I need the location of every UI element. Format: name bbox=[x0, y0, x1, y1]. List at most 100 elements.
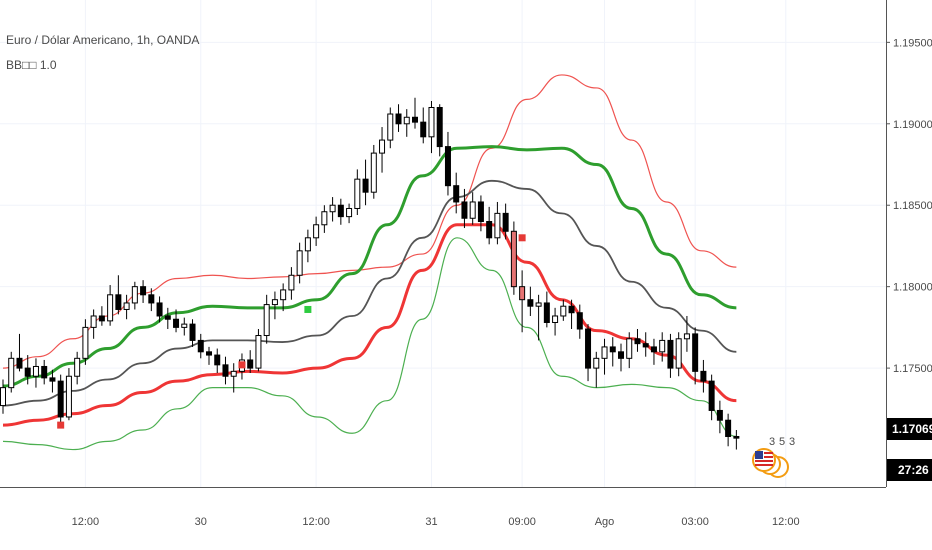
candle bbox=[428, 100, 435, 154]
candle-body bbox=[197, 339, 204, 353]
candle bbox=[700, 359, 707, 393]
candle-body bbox=[148, 294, 155, 304]
candle-body bbox=[131, 286, 138, 304]
candle-body bbox=[16, 357, 23, 369]
candle bbox=[510, 221, 517, 295]
price-axis[interactable]: 1.19500 1.19000 1.18500 1.18000 1.17500 bbox=[886, 37, 932, 375]
candle bbox=[173, 309, 180, 333]
candle-body bbox=[296, 250, 303, 276]
candle-body bbox=[420, 121, 427, 138]
economic-events[interactable]: 3 5 3 bbox=[752, 436, 795, 478]
candle-body bbox=[304, 237, 311, 252]
symbol-title[interactable]: Euro / Dólar Americano, 1h, OANDA bbox=[6, 33, 200, 47]
candle-body bbox=[90, 315, 97, 328]
candle bbox=[593, 351, 600, 388]
candle bbox=[164, 307, 171, 330]
candle bbox=[98, 306, 105, 326]
price-tick-label: 1.19000 bbox=[893, 119, 932, 131]
candle bbox=[716, 400, 723, 434]
candle bbox=[65, 368, 72, 421]
candle-body bbox=[428, 106, 435, 138]
candle-body bbox=[189, 323, 196, 341]
candle bbox=[288, 267, 295, 300]
candle-body bbox=[609, 346, 616, 353]
us-flag-icon[interactable] bbox=[752, 448, 789, 478]
candle-body bbox=[247, 359, 254, 369]
candle-body bbox=[65, 375, 72, 418]
time-axis[interactable]: 12:00 30 12:00 31 09:00 Ago 03:00 12:00 bbox=[72, 516, 800, 528]
candle-body bbox=[576, 312, 583, 330]
candle bbox=[379, 127, 386, 173]
candle bbox=[255, 329, 262, 372]
candle bbox=[148, 288, 155, 312]
candle-body bbox=[354, 178, 361, 209]
candle bbox=[634, 329, 641, 352]
candle bbox=[568, 299, 575, 330]
candle bbox=[321, 205, 328, 233]
event-count-3: 3 bbox=[789, 436, 795, 448]
candle-body bbox=[650, 346, 657, 353]
chart-legend[interactable]: Euro / Dólar Americano, 1h, OANDA BB□□ 1… bbox=[6, 28, 199, 78]
candle-body bbox=[403, 116, 410, 125]
candle bbox=[477, 195, 484, 232]
candle bbox=[247, 350, 254, 373]
signal-marker bbox=[238, 361, 246, 369]
candle bbox=[725, 413, 732, 447]
candle bbox=[362, 159, 369, 206]
candle bbox=[444, 131, 451, 196]
candle-body bbox=[173, 318, 180, 328]
candle-body bbox=[659, 339, 666, 353]
candle-body bbox=[486, 221, 493, 239]
candle-body bbox=[519, 286, 526, 301]
candle bbox=[683, 315, 690, 352]
candle bbox=[296, 242, 303, 284]
candle-body bbox=[502, 212, 509, 232]
candle-body bbox=[469, 201, 476, 219]
candle bbox=[346, 203, 353, 224]
candle-body bbox=[214, 354, 221, 366]
candle bbox=[313, 216, 320, 246]
candle-body bbox=[41, 365, 48, 379]
time-tick-label: 31 bbox=[425, 516, 437, 528]
candle-body bbox=[379, 139, 386, 154]
candles bbox=[0, 97, 740, 450]
candle bbox=[395, 104, 402, 132]
candle bbox=[420, 107, 427, 144]
candle bbox=[519, 270, 526, 333]
candle-body bbox=[543, 302, 550, 323]
price-tick-label: 1.18000 bbox=[893, 282, 932, 294]
indicator-title[interactable]: BB□□ 1.0 bbox=[6, 58, 57, 72]
candle-body bbox=[593, 357, 600, 369]
candle-body bbox=[362, 178, 369, 193]
band-outer-lower bbox=[2, 237, 737, 451]
band-inner-upper bbox=[2, 145, 737, 388]
candle-body bbox=[8, 357, 15, 389]
candle bbox=[337, 198, 344, 225]
candle bbox=[675, 332, 682, 377]
candle bbox=[650, 338, 657, 365]
candle-body bbox=[634, 338, 641, 345]
candle bbox=[206, 346, 212, 365]
candle bbox=[494, 201, 501, 245]
candle bbox=[263, 294, 270, 344]
candle-body bbox=[164, 315, 171, 320]
countdown-bg bbox=[887, 459, 932, 481]
candle-body bbox=[453, 185, 460, 203]
candle-body bbox=[57, 380, 64, 418]
candle-body bbox=[527, 299, 534, 307]
candle bbox=[197, 333, 204, 359]
candle bbox=[156, 296, 163, 323]
candle bbox=[642, 332, 649, 357]
time-tick-label: 12:00 bbox=[772, 516, 800, 528]
candle-body bbox=[321, 211, 328, 226]
candle-body bbox=[552, 315, 559, 323]
candle bbox=[412, 97, 418, 129]
time-tick-label: Ago bbox=[595, 516, 615, 528]
candle-body bbox=[725, 419, 732, 438]
candle-body bbox=[230, 370, 237, 377]
candle bbox=[115, 275, 122, 315]
candle-body bbox=[601, 346, 608, 359]
candle bbox=[16, 333, 23, 372]
candle-body bbox=[337, 204, 344, 218]
